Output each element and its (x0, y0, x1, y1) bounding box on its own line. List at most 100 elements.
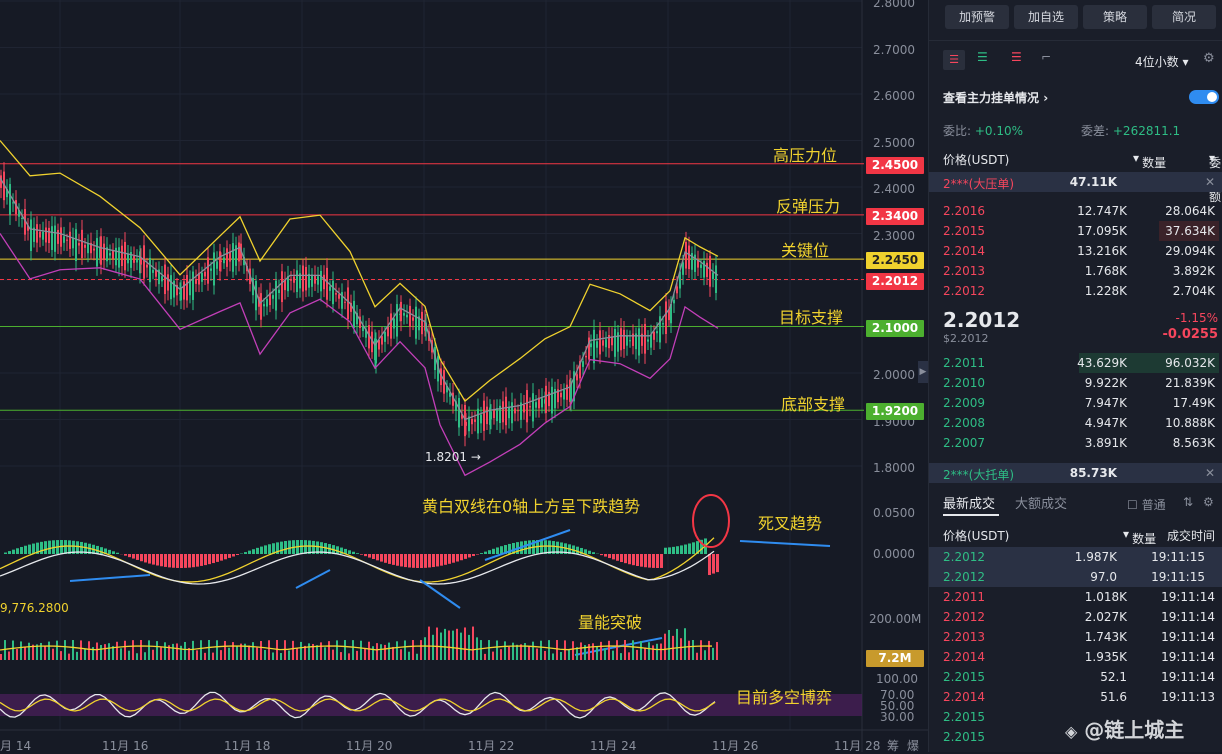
macd-bar (44, 541, 47, 554)
date-label: 月 14 (0, 737, 31, 754)
candle-body (465, 422, 467, 426)
candle-body (403, 313, 405, 316)
main-orders-link[interactable]: 查看主力挂单情况 › (943, 89, 1048, 106)
volume-bar (488, 640, 490, 660)
candle-body (210, 269, 212, 271)
volume-bar (624, 640, 626, 660)
orderbook-bids-icon[interactable]: ☰ (977, 50, 988, 64)
candle-body (296, 270, 298, 292)
macd-bar (692, 542, 695, 554)
candle-body (103, 244, 105, 260)
price-chart[interactable]: 2.80002.70002.60002.50002.40002.30002.20… (0, 0, 928, 752)
big-buy-order[interactable]: 2***(大托单) 85.73K ✕ (929, 463, 1222, 483)
macd-annotation: 黄白双线在0轴上方呈下跌趋势 (422, 493, 640, 517)
last-price-tag: 2.2012 (866, 273, 924, 290)
volume-bar (560, 652, 562, 660)
volume-bar (216, 640, 218, 660)
price-cell: 2.2007 (943, 436, 985, 450)
depth-view-icon[interactable]: ⌐ (1041, 50, 1051, 64)
middle-band (0, 178, 718, 420)
big-sell-order[interactable]: 2***(大压单) 47.11K ✕ (929, 172, 1222, 192)
volume-bar (224, 641, 226, 660)
macd-bar (24, 546, 27, 554)
volume-bar (568, 650, 570, 660)
macd-bar (544, 540, 547, 554)
filter-icon[interactable]: ⇅ (1183, 495, 1193, 509)
qty-cell: 17.095K (1077, 224, 1127, 238)
candle-body (644, 324, 646, 354)
add-alert-button[interactable]: 加预警 (945, 5, 1009, 29)
candle-body (204, 272, 206, 277)
death-cross-annotation: 死叉趋势 (758, 510, 822, 534)
annotation-arrow (296, 570, 330, 588)
tab-large-trades[interactable]: 大额成交 (1015, 493, 1067, 512)
last-price-usd: $2.2012 (943, 332, 989, 345)
total-header[interactable]: 委托额 ▾ (1209, 151, 1215, 165)
candle-body (100, 236, 102, 264)
collapse-panel-icon[interactable]: ▶ (918, 361, 928, 383)
volume-bar (572, 641, 574, 660)
macd-bar (224, 554, 227, 559)
volume-bar (688, 641, 690, 660)
volume-bar (484, 654, 486, 660)
decimals-select[interactable]: 4位小数 ▾ (1135, 53, 1188, 70)
orderbook-both-icon[interactable]: ☰ (943, 50, 965, 70)
macd-bar (212, 554, 215, 563)
candle-body (275, 281, 277, 311)
candle-body (39, 232, 41, 238)
settings-icon[interactable]: ⚙ (1203, 51, 1215, 66)
candle-body (96, 238, 98, 266)
macd-bar (484, 552, 487, 554)
watermark: ◈ @链上城主 (1065, 714, 1184, 743)
settings-icon-trades[interactable]: ⚙ (1203, 495, 1214, 509)
add-favorite-button[interactable]: 加自选 (1014, 5, 1078, 29)
macd-bar (176, 554, 179, 568)
macd-bar (124, 554, 127, 556)
volume-bar (264, 650, 266, 660)
normal-checkbox[interactable]: ☐ 普通 (1127, 496, 1166, 513)
candle-body (314, 275, 316, 283)
qty-header[interactable]: 数量 (XRP) ▾ (1133, 151, 1139, 165)
candle-body (238, 243, 240, 262)
macd-bar (480, 553, 483, 554)
candle-body (332, 281, 334, 304)
strategy-button[interactable]: 策略 (1083, 5, 1147, 29)
macd-bar (8, 551, 11, 554)
candle-body (201, 273, 203, 282)
macd-bar (452, 554, 455, 563)
volume-bar (436, 628, 438, 660)
main-orders-toggle[interactable] (1189, 90, 1219, 104)
candle-body (127, 254, 129, 263)
candle-body (502, 401, 504, 422)
orderbook-asks-icon[interactable]: ☰ (1011, 50, 1022, 64)
volume-bar (424, 637, 426, 660)
tab-latest-trades[interactable]: 最新成交 (943, 493, 995, 512)
volume-bar (156, 641, 158, 660)
overview-button[interactable]: 简况 (1152, 5, 1216, 29)
macd-bar (416, 554, 419, 568)
macd-bar (612, 554, 615, 559)
volume-bar (592, 643, 594, 660)
macd-bar (608, 554, 611, 558)
candle-body (338, 294, 340, 298)
macd-bar (524, 541, 527, 554)
macd-bar (356, 553, 359, 554)
trade-time: 19:11:14 (1161, 670, 1215, 684)
candle-body (617, 332, 619, 351)
candle-body (551, 387, 553, 414)
trade-qty-header[interactable]: 数量(XRP) ▾ (1123, 527, 1129, 541)
candle-body (688, 246, 690, 269)
candle-body (712, 272, 714, 278)
